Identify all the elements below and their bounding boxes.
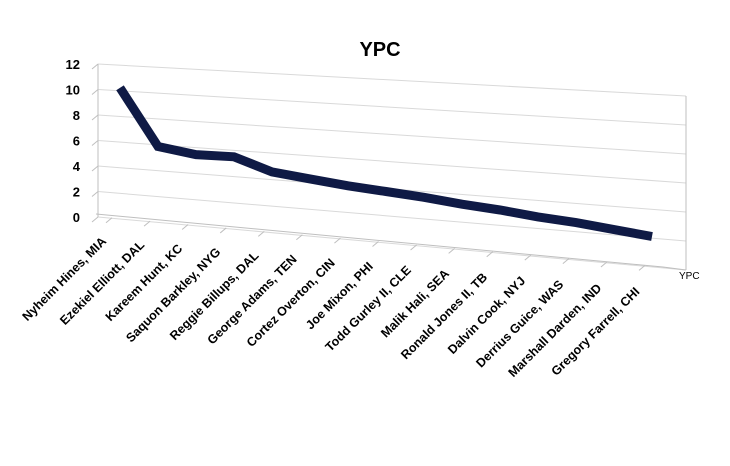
x-tick-label: Dalvin Cook, NYJ [445,274,528,357]
y-tick-label: 4 [73,159,81,174]
x-tick-mark [410,244,417,251]
y-tick-mark [91,191,99,197]
gridline [97,216,687,271]
x-tick-mark [105,217,113,224]
axes [91,63,687,271]
x-tick-mark [219,227,227,234]
x-tick-mark [334,237,341,244]
depth-axis-label: YPC [679,271,700,282]
x-axis-line [95,213,664,268]
y-tick-label: 2 [73,185,80,200]
x-tick-mark [257,230,265,237]
x-tick-mark [143,220,151,227]
y-tick-label: 8 [73,108,80,123]
chart-title: YPC [359,39,400,61]
y-tick-label: 10 [66,83,80,98]
x-tick-mark [448,247,455,254]
x-tick-mark [600,261,608,268]
x-tick-mark [486,251,494,258]
y-tick-mark [91,63,99,70]
y-axis-tick-labels: 0 2 4 6 8 10 12 [66,57,81,225]
x-tick-mark [562,258,570,264]
floor-edge [662,266,687,271]
y-tick-label: 12 [66,57,80,72]
y-tick-mark [91,89,99,95]
x-tick-mark [524,254,532,261]
x-tick-mark [638,265,646,271]
series-layer [116,85,653,241]
gridline [97,63,687,97]
y-tick-mark [91,114,99,121]
x-tick-label: Kareem Hunt, KC [103,241,186,324]
y-tick-label: 0 [73,210,80,225]
y-tick-mark [91,165,99,172]
y-tick-mark [91,216,99,223]
x-tick-mark [372,241,379,247]
gridline [97,191,687,242]
x-tick-mark [296,234,303,241]
gridline [97,89,687,126]
y-tick-label: 6 [73,134,80,149]
gridline [97,114,687,155]
gridlines [97,63,687,271]
series-line-ypc [116,85,653,241]
y-tick-mark [91,140,99,146]
gridline [97,140,687,184]
x-tick-mark [181,224,189,230]
